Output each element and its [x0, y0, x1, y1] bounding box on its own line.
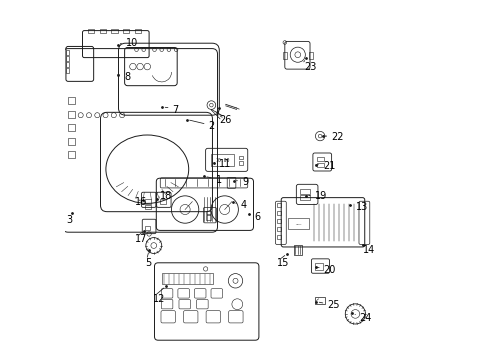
- Bar: [277, 203, 280, 207]
- Text: 13: 13: [355, 202, 367, 212]
- Bar: [206, 211, 210, 214]
- Bar: [88, 29, 94, 33]
- Text: ___: ___: [295, 221, 301, 225]
- Bar: [65, 62, 69, 67]
- Bar: [144, 199, 150, 204]
- Text: 21: 21: [322, 161, 335, 171]
- Text: 1: 1: [215, 175, 222, 185]
- Bar: [300, 189, 309, 194]
- Text: 7: 7: [172, 105, 179, 115]
- Text: 6: 6: [254, 212, 260, 222]
- Bar: [65, 50, 69, 55]
- Bar: [287, 218, 309, 229]
- Bar: [282, 52, 286, 59]
- Text: 5: 5: [145, 258, 151, 268]
- Text: 24: 24: [359, 312, 371, 323]
- Bar: [308, 52, 312, 59]
- Bar: [239, 161, 243, 165]
- Text: 4: 4: [241, 200, 246, 210]
- Bar: [206, 215, 210, 220]
- Bar: [65, 68, 69, 73]
- Text: 18: 18: [160, 191, 172, 201]
- Bar: [68, 111, 75, 118]
- Bar: [294, 245, 302, 255]
- Bar: [277, 211, 280, 215]
- Text: 20: 20: [323, 265, 335, 275]
- Text: 17: 17: [134, 234, 147, 244]
- Text: 8: 8: [123, 72, 130, 82]
- Text: 25: 25: [326, 300, 339, 310]
- Text: 3: 3: [66, 215, 72, 225]
- Bar: [162, 273, 212, 284]
- Bar: [68, 97, 75, 104]
- Bar: [210, 154, 234, 166]
- Bar: [145, 226, 150, 230]
- Bar: [100, 29, 106, 33]
- Bar: [144, 205, 150, 209]
- Bar: [68, 138, 75, 145]
- Bar: [277, 219, 280, 223]
- Text: 22: 22: [330, 132, 343, 142]
- Text: 14: 14: [363, 245, 375, 255]
- Bar: [314, 263, 322, 270]
- Text: 11: 11: [219, 159, 231, 169]
- Bar: [239, 156, 243, 159]
- Bar: [300, 195, 309, 200]
- Text: 10: 10: [125, 38, 138, 48]
- Bar: [277, 227, 280, 231]
- Bar: [316, 157, 324, 161]
- Bar: [160, 199, 165, 204]
- Text: 19: 19: [314, 191, 326, 201]
- Bar: [68, 151, 75, 158]
- Text: 10:00: 10:00: [215, 158, 229, 163]
- Bar: [277, 235, 280, 239]
- Bar: [111, 29, 118, 33]
- Text: 26: 26: [219, 114, 231, 125]
- Bar: [68, 124, 75, 131]
- Bar: [65, 56, 69, 61]
- Text: 23: 23: [303, 62, 316, 72]
- Bar: [316, 163, 324, 167]
- Text: 12: 12: [152, 294, 165, 304]
- Text: 15: 15: [276, 258, 289, 268]
- Text: 9: 9: [242, 177, 248, 187]
- Text: 16: 16: [134, 197, 147, 207]
- Bar: [123, 29, 129, 33]
- Text: 2: 2: [208, 121, 214, 131]
- Bar: [134, 29, 141, 33]
- Bar: [314, 297, 324, 304]
